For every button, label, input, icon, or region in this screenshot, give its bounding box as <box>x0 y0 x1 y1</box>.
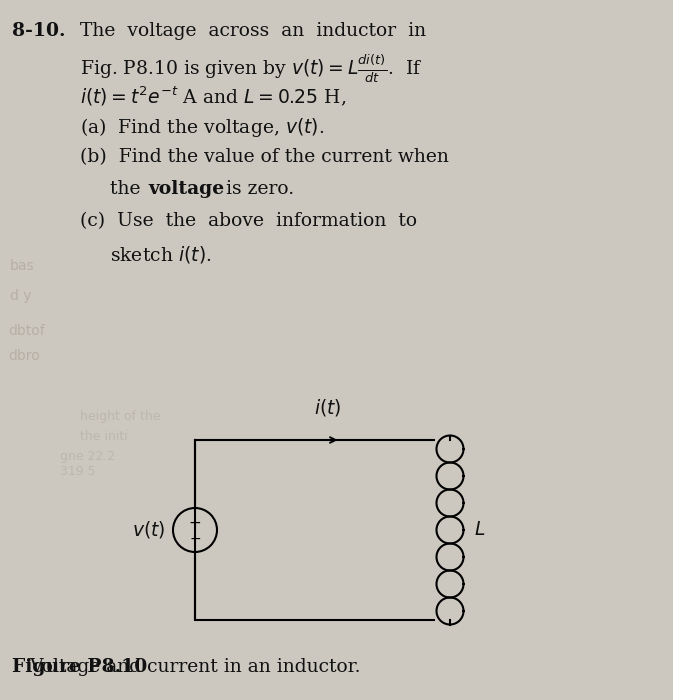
Text: $L$: $L$ <box>474 521 485 539</box>
Text: height of the: height of the <box>80 410 160 423</box>
Text: (c)  Use  the  above  information  to: (c) Use the above information to <box>80 212 417 230</box>
Text: Figure P8.10: Figure P8.10 <box>12 658 147 676</box>
Text: the: the <box>110 180 147 198</box>
Text: Fig. P8.10 is given by $v(t) = L\frac{di(t)}{dt}$.  If: Fig. P8.10 is given by $v(t) = L\frac{di… <box>80 52 423 85</box>
Text: The  voltage  across  an  inductor  in: The voltage across an inductor in <box>80 22 426 40</box>
Text: −: − <box>189 532 201 546</box>
Text: is zero.: is zero. <box>220 180 294 198</box>
Text: 8-10.: 8-10. <box>12 22 65 40</box>
Text: $i(t) = t^2 e^{-t}$ A and $L = 0.25$ H,: $i(t) = t^2 e^{-t}$ A and $L = 0.25$ H, <box>80 84 346 108</box>
Text: $i(t)$: $i(t)$ <box>314 397 341 418</box>
Text: gne 22.2: gne 22.2 <box>60 450 115 463</box>
Text: dbtof: dbtof <box>8 324 44 338</box>
Text: 319 5: 319 5 <box>60 465 96 478</box>
Text: the initi: the initi <box>80 430 128 443</box>
Bar <box>435 433 452 626</box>
Text: Voltage and current in an inductor.: Voltage and current in an inductor. <box>12 658 361 676</box>
Text: sketch $i(t)$.: sketch $i(t)$. <box>110 244 211 265</box>
Text: voltage: voltage <box>148 180 224 198</box>
Text: +: + <box>188 515 201 531</box>
Text: dbro: dbro <box>8 349 40 363</box>
Text: (a)  Find the voltage, $v(t)$.: (a) Find the voltage, $v(t)$. <box>80 116 324 139</box>
Text: d y: d y <box>10 289 32 303</box>
Text: (b)  Find the value of the current when: (b) Find the value of the current when <box>80 148 449 166</box>
Text: $v(t)$: $v(t)$ <box>132 519 165 540</box>
Text: bas: bas <box>10 259 34 273</box>
